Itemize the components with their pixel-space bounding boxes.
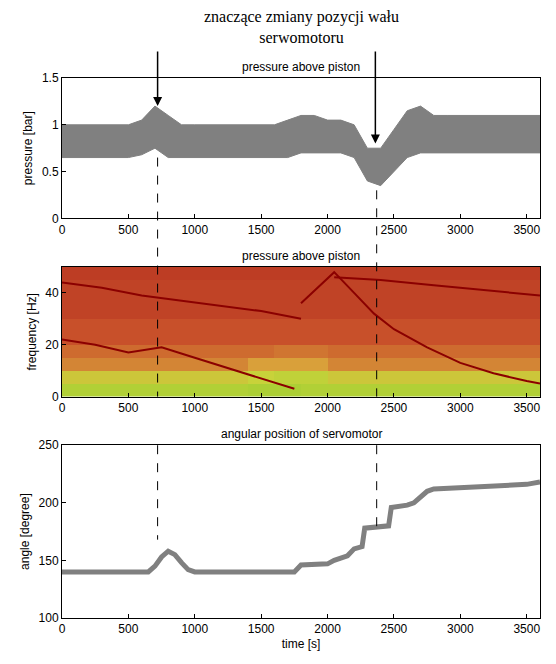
svg-text:3500: 3500 <box>513 622 540 636</box>
svg-text:1000: 1000 <box>181 622 208 636</box>
svg-text:0: 0 <box>52 212 59 226</box>
svg-text:200: 200 <box>39 496 59 510</box>
svg-text:40: 40 <box>45 286 59 300</box>
svg-text:pressure [bar]: pressure [bar] <box>21 111 35 185</box>
svg-text:1000: 1000 <box>181 223 208 237</box>
svg-text:1500: 1500 <box>248 223 275 237</box>
svg-text:3000: 3000 <box>447 401 474 415</box>
svg-text:0: 0 <box>59 223 66 237</box>
svg-text:500: 500 <box>118 622 138 636</box>
svg-text:1: 1 <box>52 118 59 132</box>
svg-text:1.5: 1.5 <box>42 71 59 85</box>
svg-text:angle [degree]: angle [degree] <box>18 493 32 570</box>
svg-text:3000: 3000 <box>447 223 474 237</box>
svg-text:pressure above piston: pressure above piston <box>242 60 360 74</box>
svg-text:0.5: 0.5 <box>42 165 59 179</box>
svg-text:3500: 3500 <box>513 401 540 415</box>
svg-text:3000: 3000 <box>447 622 474 636</box>
svg-text:frequency [Hz]: frequency [Hz] <box>25 293 39 370</box>
svg-text:2500: 2500 <box>381 401 408 415</box>
svg-text:2500: 2500 <box>381 622 408 636</box>
svg-text:3500: 3500 <box>513 223 540 237</box>
svg-text:znaczące zmiany pozycji wałuse: znaczące zmiany pozycji wałuserwomotoru <box>204 8 399 46</box>
svg-text:pressure above piston: pressure above piston <box>242 249 360 263</box>
svg-text:150: 150 <box>39 554 59 568</box>
svg-text:2000: 2000 <box>314 622 341 636</box>
svg-text:1500: 1500 <box>248 622 275 636</box>
svg-text:0: 0 <box>52 390 59 404</box>
svg-text:2000: 2000 <box>314 401 341 415</box>
svg-text:100: 100 <box>39 611 59 625</box>
svg-text:20: 20 <box>45 338 59 352</box>
svg-text:angular position of servomotor: angular position of servomotor <box>221 427 382 441</box>
svg-text:2000: 2000 <box>314 223 341 237</box>
svg-text:time [s]: time [s] <box>282 637 321 651</box>
svg-text:1000: 1000 <box>181 401 208 415</box>
svg-text:0: 0 <box>59 401 66 415</box>
svg-text:0: 0 <box>59 622 66 636</box>
svg-text:250: 250 <box>39 438 59 452</box>
svg-text:500: 500 <box>118 223 138 237</box>
svg-text:1500: 1500 <box>248 401 275 415</box>
svg-text:500: 500 <box>118 401 138 415</box>
svg-text:2500: 2500 <box>381 223 408 237</box>
